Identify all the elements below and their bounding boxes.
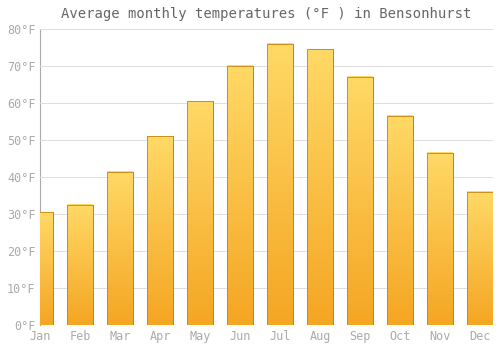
Title: Average monthly temperatures (°F ) in Bensonhurst: Average monthly temperatures (°F ) in Be… xyxy=(62,7,472,21)
Bar xyxy=(387,116,413,325)
Bar xyxy=(347,77,373,325)
Bar xyxy=(467,192,493,325)
Bar xyxy=(427,153,453,325)
Bar xyxy=(227,66,253,325)
Bar xyxy=(307,49,333,325)
Bar xyxy=(28,212,54,325)
Bar xyxy=(108,172,134,325)
Bar xyxy=(427,153,453,325)
Bar xyxy=(187,101,213,325)
Bar xyxy=(347,77,373,325)
Bar xyxy=(267,44,293,325)
Bar xyxy=(387,116,413,325)
Bar xyxy=(467,192,493,325)
Bar xyxy=(28,212,54,325)
Bar xyxy=(108,172,134,325)
Bar xyxy=(187,101,213,325)
Bar xyxy=(68,205,94,325)
Bar xyxy=(147,136,173,325)
Bar xyxy=(147,136,173,325)
Bar xyxy=(267,44,293,325)
Bar xyxy=(307,49,333,325)
Bar xyxy=(227,66,253,325)
Bar xyxy=(68,205,94,325)
